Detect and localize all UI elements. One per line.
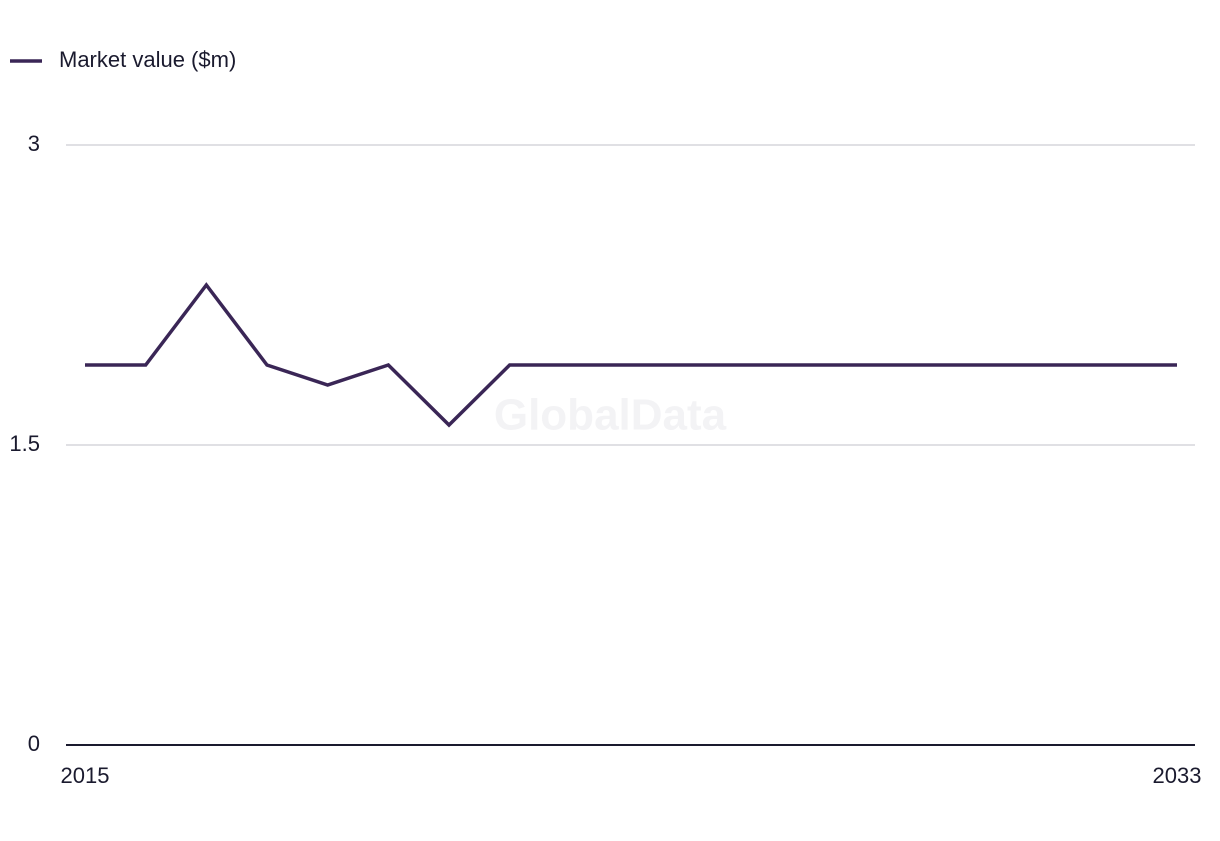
x-tick-label: 2015: [61, 763, 110, 788]
legend-label: Market value ($m): [59, 47, 236, 72]
data-line: [85, 282, 1177, 428]
x-tick-label: 2033: [1153, 763, 1202, 788]
watermark: GlobalData: [494, 391, 727, 440]
y-tick-label: 0: [28, 731, 40, 756]
y-tick-label: 1.5: [9, 431, 40, 456]
y-tick-label: 3: [28, 131, 40, 156]
